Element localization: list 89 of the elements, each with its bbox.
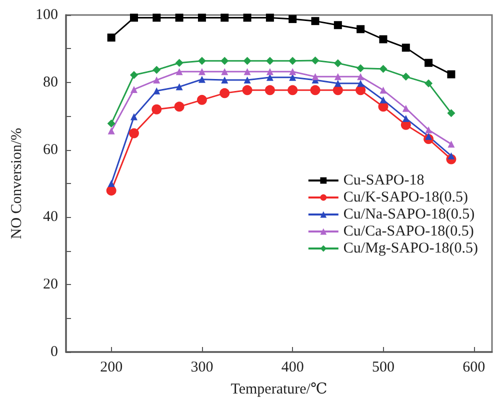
point	[221, 68, 228, 76]
point	[266, 56, 274, 65]
point	[175, 14, 184, 22]
legend-label: Cu/Na-SAPO-18(0.5)	[343, 206, 475, 222]
point	[243, 14, 252, 22]
x-axis-title: Temperature/℃	[230, 382, 328, 398]
point	[312, 73, 319, 80]
point	[447, 70, 456, 78]
point	[380, 96, 387, 104]
point	[198, 14, 206, 22]
legend-label: Cu/Ca-SAPO-18(0.5)	[343, 224, 474, 240]
point	[220, 56, 229, 65]
x-tick-label: 500	[372, 360, 394, 376]
x-tick-label: 400	[281, 360, 304, 376]
point	[311, 17, 320, 26]
point	[107, 120, 116, 128]
point	[130, 14, 138, 22]
point	[288, 56, 297, 65]
point	[130, 70, 138, 79]
point	[380, 86, 387, 94]
y-tick-label: 40	[43, 209, 58, 226]
point	[198, 68, 206, 76]
point	[334, 59, 342, 68]
point	[356, 64, 365, 72]
point	[357, 73, 364, 80]
point	[108, 127, 115, 134]
point	[334, 21, 342, 30]
point	[402, 104, 410, 112]
point	[289, 68, 296, 76]
point	[196, 94, 207, 105]
y-tick-label: 60	[43, 142, 58, 158]
point	[153, 76, 160, 84]
point	[402, 44, 410, 52]
y-tick-label: 100	[36, 7, 58, 23]
point	[220, 88, 230, 98]
point	[243, 56, 252, 65]
point	[220, 14, 229, 22]
point	[153, 87, 160, 94]
point	[198, 76, 206, 83]
x-tick-label: 300	[190, 360, 214, 376]
point	[310, 85, 320, 96]
point	[176, 83, 183, 90]
point	[244, 68, 251, 76]
point	[174, 102, 184, 112]
point	[128, 128, 139, 138]
point	[402, 72, 410, 81]
x-tick-label: 200	[100, 360, 123, 376]
point	[107, 34, 116, 42]
point	[152, 66, 161, 74]
point	[448, 152, 455, 160]
y-tick-label: 0	[50, 344, 58, 360]
point	[288, 15, 297, 24]
point	[108, 180, 115, 187]
point	[106, 186, 116, 196]
legend-label: Cu/K-SAPO-18(0.5)	[343, 190, 468, 206]
point	[448, 140, 455, 148]
point	[402, 114, 410, 122]
point	[424, 58, 433, 67]
y-tick-label: 20	[43, 276, 58, 293]
point	[130, 86, 138, 93]
point	[447, 109, 456, 118]
point	[266, 68, 274, 76]
point	[334, 80, 342, 87]
point	[266, 14, 274, 22]
point	[379, 64, 388, 73]
point	[334, 73, 342, 80]
point	[152, 14, 161, 22]
point	[424, 79, 433, 88]
point	[288, 85, 298, 96]
point	[242, 85, 252, 96]
point	[311, 56, 320, 64]
point	[425, 132, 432, 140]
point	[198, 56, 206, 65]
x-tick-label: 600	[462, 360, 486, 376]
point	[152, 104, 162, 114]
point	[176, 68, 183, 76]
point	[244, 76, 251, 84]
point	[425, 126, 432, 134]
point	[357, 80, 364, 87]
point	[356, 25, 365, 34]
point	[221, 76, 228, 84]
point	[379, 35, 388, 44]
legend-label: Cu/Mg-SAPO-18(0.5)	[343, 240, 478, 256]
legend-label: Cu-SAPO-18	[343, 172, 424, 188]
point	[175, 58, 184, 67]
point	[130, 113, 138, 120]
point	[264, 85, 275, 96]
y-axis-title: NO Conversion/%	[9, 128, 26, 240]
y-tick-label: 80	[43, 74, 58, 90]
